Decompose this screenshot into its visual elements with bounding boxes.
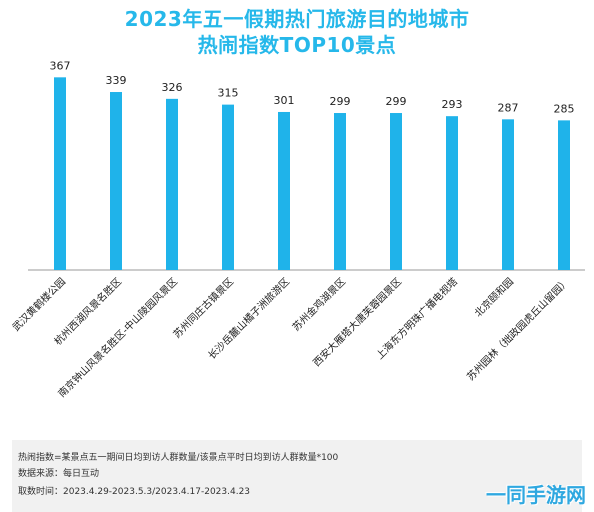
footer-formula: 热闹指数=某景点五一期间日均到访人群数量/该景点平时日均到访人群数量*100 — [18, 453, 339, 463]
x-tick-label: 苏州园林（拙政园虎丘山留园） — [464, 275, 572, 383]
chart-title-line2: 热闹指数TOP10景点 — [197, 33, 397, 57]
data-label: 299 — [386, 95, 407, 108]
bar — [446, 116, 458, 270]
bar — [110, 92, 122, 271]
footer-source: 数据来源：每日互动 — [18, 469, 100, 479]
data-label: 285 — [554, 102, 575, 115]
x-tick-label: 北京颐和园 — [472, 275, 517, 320]
footer-notes: 热闹指数=某景点五一期间日均到访人群数量/该景点平时日均到访人群数量*100 数… — [12, 440, 582, 512]
data-label: 301 — [274, 94, 295, 107]
bar — [278, 111, 290, 270]
bar — [502, 119, 514, 270]
data-label: 293 — [442, 98, 463, 111]
data-label: 287 — [498, 101, 519, 114]
data-label: 326 — [162, 81, 183, 94]
bar — [54, 77, 66, 270]
bar — [558, 120, 570, 270]
bar — [390, 113, 402, 271]
x-tick-label: 苏州同庄古镇景区 — [170, 275, 236, 341]
footer-date-range: 取数时间：2023.4.29-2023.5.3/2023.4.17-2023.4… — [18, 487, 251, 497]
data-label: 367 — [50, 59, 71, 72]
data-label: 339 — [106, 74, 127, 87]
data-label: 315 — [218, 87, 239, 100]
x-tick-label: 武汉黄鹤楼公园 — [9, 275, 68, 334]
bar — [222, 104, 234, 270]
x-tick-label: 西安大雁塔大唐芙蓉园景区 — [310, 275, 404, 369]
bar — [166, 98, 178, 270]
watermark-logo: 一同手游网 — [486, 483, 586, 507]
x-tick-label: 苏州金鸡湖景区 — [289, 275, 348, 334]
bar — [334, 113, 346, 271]
x-tick-label: 南京钟山风景名胜区-中山陵园风景区 — [55, 275, 180, 400]
chart-title-line1: 2023年五一假期热门旅游目的地城市 — [124, 7, 470, 31]
bar-chart: 367武汉黄鹤楼公园339杭州西湖风景名胜区326南京钟山风景名胜区-中山陵园风… — [9, 59, 585, 400]
data-label: 299 — [330, 95, 351, 108]
